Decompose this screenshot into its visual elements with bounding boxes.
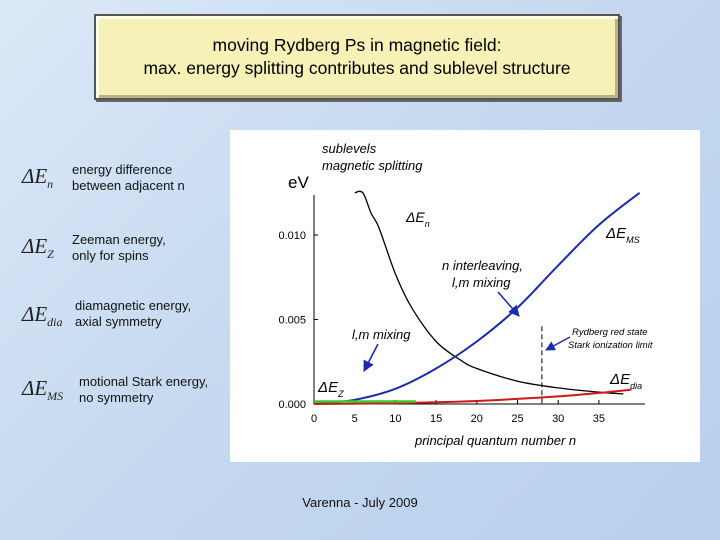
annotation-rydberg-red-state: Rydberg red state — [572, 327, 648, 338]
annotation-magnetic-splitting: magnetic splitting — [322, 158, 423, 173]
annotation-sublevels: sublevels — [322, 141, 377, 156]
arrow-stark-limit — [545, 336, 571, 351]
x-tick-label: 35 — [593, 413, 605, 425]
y-tick-label: 0.000 — [278, 399, 306, 411]
annotation-delta-ez: ΔEZ — [317, 379, 344, 399]
energy-chart: 0 5 10 15 20 25 30 35 0.000 0.005 0.010 eV princi… — [278, 141, 653, 448]
legend-symbol-ems: ΔEMS — [22, 376, 64, 404]
legend-row-ez: ΔEZ Zeeman energy, only for spins — [0, 230, 230, 270]
x-tick-label: 25 — [511, 413, 523, 425]
x-tick-label: 10 — [389, 413, 401, 425]
series-en-line — [354, 190, 624, 395]
annotation-delta-ems: ΔEMS — [605, 225, 640, 245]
title-line-2: max. energy splitting contributes and su… — [143, 58, 571, 78]
legend-desc-en: energy difference between adjacent n — [72, 162, 185, 193]
legend-symbol-edia: ΔEdia — [22, 302, 63, 330]
title-line-1: moving Rydberg Ps in magnetic field: — [212, 35, 502, 55]
y-tick-label: 0.010 — [278, 230, 306, 242]
footer-text: Varenna - July 2009 — [302, 495, 418, 510]
x-tick-label: 5 — [352, 413, 358, 425]
annotation-lm-mixing: l,m mixing — [352, 327, 411, 342]
y-tick-label: 0.005 — [278, 315, 306, 327]
x-tick-label: 30 — [552, 413, 564, 425]
arrow-lm-mixing — [363, 343, 379, 372]
x-tick-label: 20 — [471, 413, 483, 425]
legend-row-ems: ΔEMS motional Stark energy, no symmetry — [0, 372, 230, 412]
plot-panel: 0 5 10 15 20 25 30 35 0.000 0.005 0.010 eV princi… — [230, 130, 700, 462]
title-box: moving Rydberg Ps in magnetic field: max… — [94, 14, 620, 100]
legend-symbol-en: ΔEn — [22, 164, 54, 192]
x-axis-label: principal quantum number n — [414, 433, 576, 448]
legend-desc-edia: diamagnetic energy, axial symmetry — [75, 298, 192, 329]
legend-symbol-ez: ΔEZ — [22, 234, 54, 262]
annotation-delta-edia: ΔEdia — [609, 371, 642, 391]
legend-desc-ez: Zeeman energy, only for spins — [72, 232, 166, 263]
arrow-interleaving — [497, 291, 520, 317]
annotation-n-interleaving: n interleaving, — [442, 258, 523, 273]
legend-row-edia: ΔEdia diamagnetic energy, axial symmetry — [0, 298, 230, 338]
legend-desc-ems: motional Stark energy, no symmetry — [79, 374, 209, 405]
x-tick-label: 0 — [311, 413, 317, 425]
series-edia-line — [313, 388, 632, 405]
series-ems-line — [313, 192, 641, 405]
annotation-stark-limit: Stark ionization limit — [568, 340, 653, 351]
y-axis-label: eV — [288, 173, 309, 192]
legend-row-en: ΔEn energy difference between adjacent n — [0, 160, 230, 200]
annotation-delta-en: ΔEn — [405, 209, 430, 229]
annotation-lm-mixing-top: l,m mixing — [452, 275, 511, 290]
x-tick-label: 15 — [430, 413, 442, 425]
